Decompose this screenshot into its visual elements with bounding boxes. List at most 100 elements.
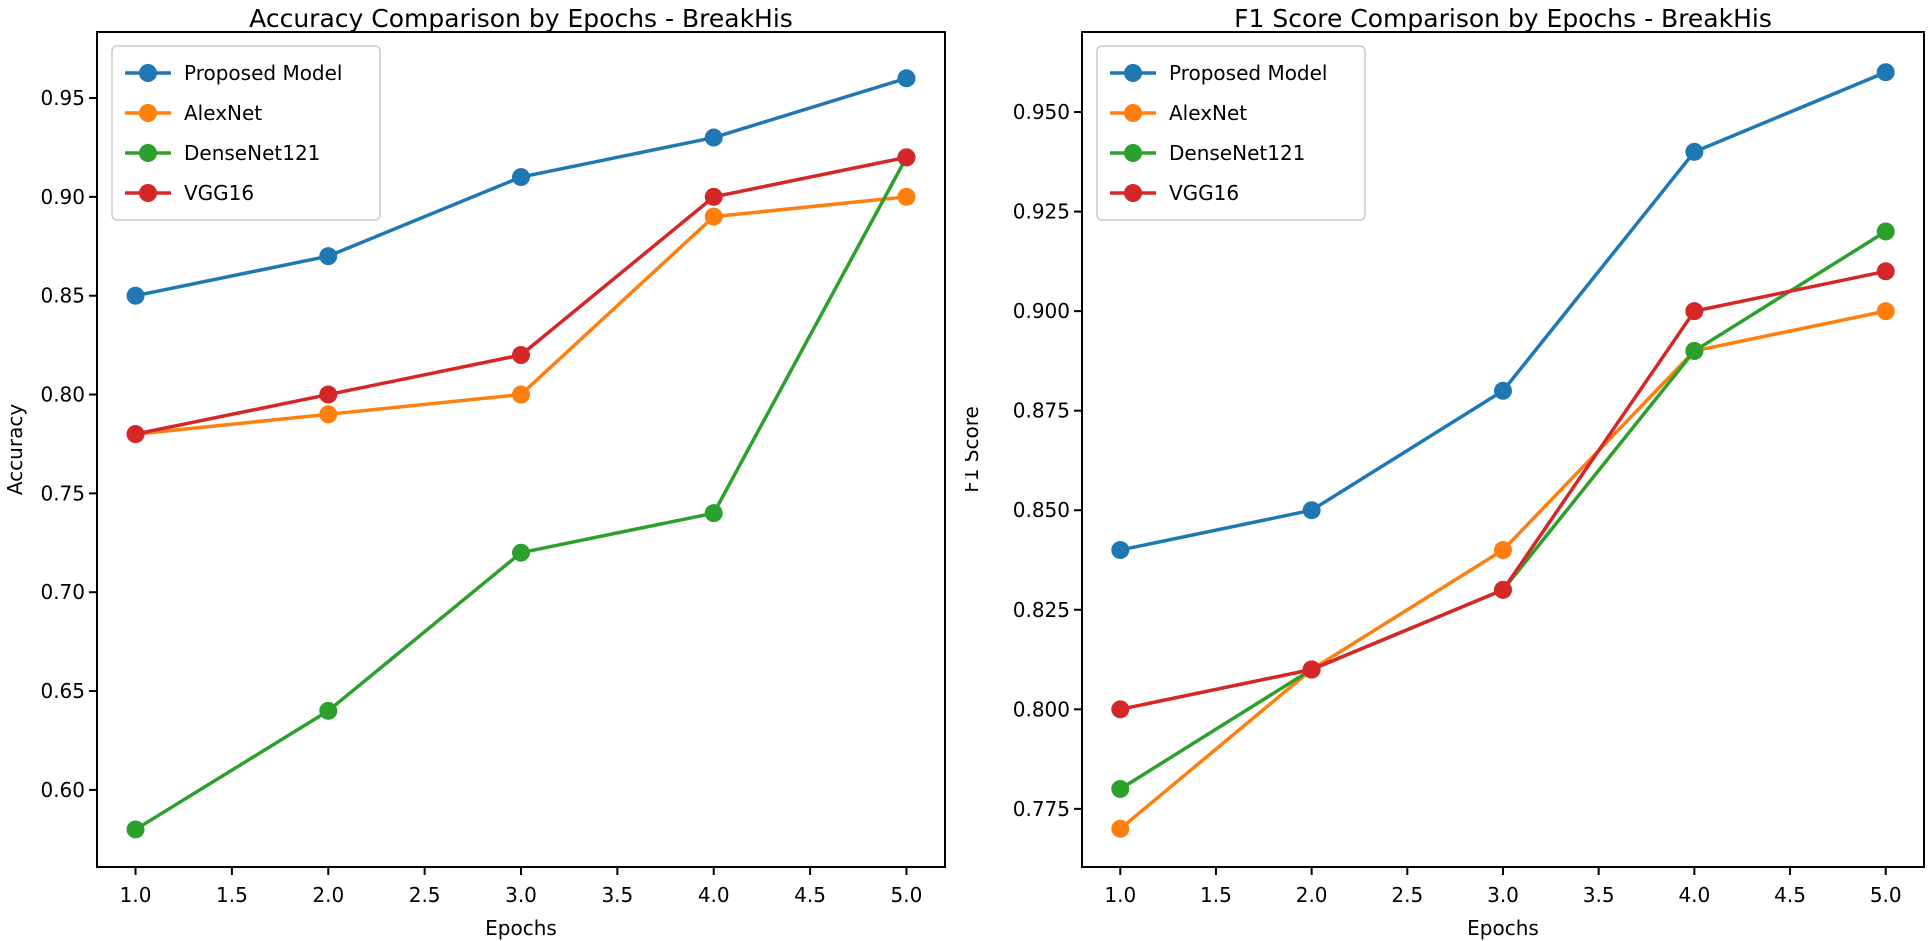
y-tick-label: 0.950 xyxy=(1013,100,1070,124)
data-point-proposed-model xyxy=(1494,381,1512,400)
legend-marker-vgg16 xyxy=(139,184,157,202)
data-point-proposed-model xyxy=(704,128,723,147)
chart-canvas: Accuracy Comparison by Epochs - BreakHis… xyxy=(3,4,946,940)
data-point-densenet121 xyxy=(512,543,530,562)
y-tick-label: 0.95 xyxy=(40,86,85,110)
y-tick-label: 0.75 xyxy=(40,481,85,505)
data-point-densenet121 xyxy=(1111,779,1130,798)
x-tick-label: 2.0 xyxy=(312,883,344,907)
data-point-alexnet xyxy=(704,207,723,226)
legend-marker-proposed-model xyxy=(139,64,157,82)
legend-label: Proposed Model xyxy=(184,61,343,85)
x-tick-label: 3.0 xyxy=(505,883,537,907)
x-tick-label: 3.0 xyxy=(1487,883,1519,907)
data-point-vgg16 xyxy=(319,385,338,404)
y-axis-label: Accuracy xyxy=(3,404,27,495)
f1-score-chart: F1 Score Comparison by Epochs - BreakHis… xyxy=(965,0,1930,941)
x-tick-label: 5.0 xyxy=(891,883,923,907)
legend-marker-alexnet xyxy=(1124,104,1142,122)
accuracy-chart: Accuracy Comparison by Epochs - BreakHis… xyxy=(3,4,946,940)
y-tick-label: 0.70 xyxy=(40,580,85,604)
x-tick-label: 1.0 xyxy=(120,883,152,907)
x-tick-label: 2.5 xyxy=(1391,883,1423,907)
x-tick-label: 2.0 xyxy=(1296,883,1328,907)
legend-label: AlexNet xyxy=(184,101,262,125)
legend-marker-alexnet xyxy=(139,104,157,122)
data-point-vgg16 xyxy=(1111,700,1130,719)
data-point-proposed-model xyxy=(1302,501,1321,520)
data-point-vgg16 xyxy=(512,346,530,365)
legend-box xyxy=(1096,45,1366,221)
x-axis-label: Epochs xyxy=(1467,916,1539,940)
y-tick-label: 0.850 xyxy=(1013,498,1070,522)
data-point-proposed-model xyxy=(512,168,530,187)
x-tick-label: 1.0 xyxy=(1104,883,1136,907)
series-line-vgg16 xyxy=(1119,269,1887,712)
legend: Proposed Model AlexNet DenseNet121 VGG16 xyxy=(1096,45,1366,221)
y-tick-label: 0.900 xyxy=(1013,299,1070,323)
data-point-vgg16 xyxy=(1302,660,1321,679)
data-point-alexnet xyxy=(1494,541,1512,560)
legend-label: VGG16 xyxy=(184,181,254,205)
data-point-proposed-model xyxy=(1685,142,1704,161)
data-point-proposed-model xyxy=(319,247,338,266)
legend-label: DenseNet121 xyxy=(1169,141,1305,165)
x-tick-label: 3.5 xyxy=(601,883,633,907)
y-tick-label: 0.925 xyxy=(1013,200,1070,224)
y-axis-label: F1 Score xyxy=(965,406,983,493)
x-tick-label: 3.5 xyxy=(1583,883,1615,907)
legend: Proposed Model AlexNet DenseNet121 VGG16 xyxy=(111,45,381,221)
data-point-vgg16 xyxy=(1876,262,1895,281)
y-tick-label: 0.80 xyxy=(40,383,85,407)
data-point-vgg16 xyxy=(126,425,145,444)
x-tick-label: 4.0 xyxy=(698,883,730,907)
data-point-alexnet xyxy=(319,405,338,424)
y-tick-label: 0.875 xyxy=(1013,399,1070,423)
data-point-proposed-model xyxy=(1111,541,1130,560)
data-point-proposed-model xyxy=(126,286,145,305)
data-point-densenet121 xyxy=(126,820,145,839)
data-point-vgg16 xyxy=(704,187,723,206)
legend-label: DenseNet121 xyxy=(184,141,320,165)
chart-title: F1 Score Comparison by Epochs - BreakHis xyxy=(1234,4,1772,33)
x-tick-label: 4.5 xyxy=(794,883,826,907)
data-point-vgg16 xyxy=(1494,580,1512,599)
legend-label: VGG16 xyxy=(1169,181,1239,205)
data-point-proposed-model xyxy=(897,69,916,88)
y-tick-label: 0.90 xyxy=(40,185,85,209)
x-tick-label: 1.5 xyxy=(216,883,248,907)
y-tick-label: 0.60 xyxy=(40,778,85,802)
x-tick-label: 1.5 xyxy=(1200,883,1232,907)
data-point-densenet121 xyxy=(1876,222,1895,241)
y-tick-label: 0.65 xyxy=(40,679,85,703)
x-tick-label: 4.5 xyxy=(1774,883,1806,907)
legend-marker-densenet121 xyxy=(139,144,157,162)
legend-label: AlexNet xyxy=(1169,101,1247,125)
data-point-alexnet xyxy=(897,187,916,206)
data-point-densenet121 xyxy=(704,504,723,523)
data-point-alexnet xyxy=(1111,819,1130,838)
series-line-densenet121 xyxy=(134,156,908,831)
data-point-alexnet xyxy=(1876,302,1895,321)
y-tick-label: 0.825 xyxy=(1013,598,1070,622)
series-line-densenet121 xyxy=(1119,230,1887,791)
data-point-densenet121 xyxy=(319,701,338,720)
data-point-alexnet xyxy=(512,385,530,404)
chart-canvas: F1 Score Comparison by Epochs - BreakHis… xyxy=(965,4,1925,940)
x-tick-label: 4.0 xyxy=(1678,883,1710,907)
legend-marker-proposed-model xyxy=(1124,64,1142,82)
legend-marker-vgg16 xyxy=(1124,184,1142,202)
data-point-vgg16 xyxy=(897,148,916,167)
x-axis-label: Epochs xyxy=(485,916,557,940)
data-point-densenet121 xyxy=(1685,341,1704,360)
legend-marker-densenet121 xyxy=(1124,144,1142,162)
y-tick-label: 0.800 xyxy=(1013,697,1070,721)
x-tick-label: 5.0 xyxy=(1870,883,1902,907)
x-tick-label: 2.5 xyxy=(409,883,441,907)
y-tick-label: 0.775 xyxy=(1013,797,1070,821)
y-tick-label: 0.85 xyxy=(40,284,85,308)
legend-label: Proposed Model xyxy=(1169,61,1328,85)
chart-title: Accuracy Comparison by Epochs - BreakHis xyxy=(249,4,793,33)
legend-box xyxy=(111,45,381,221)
